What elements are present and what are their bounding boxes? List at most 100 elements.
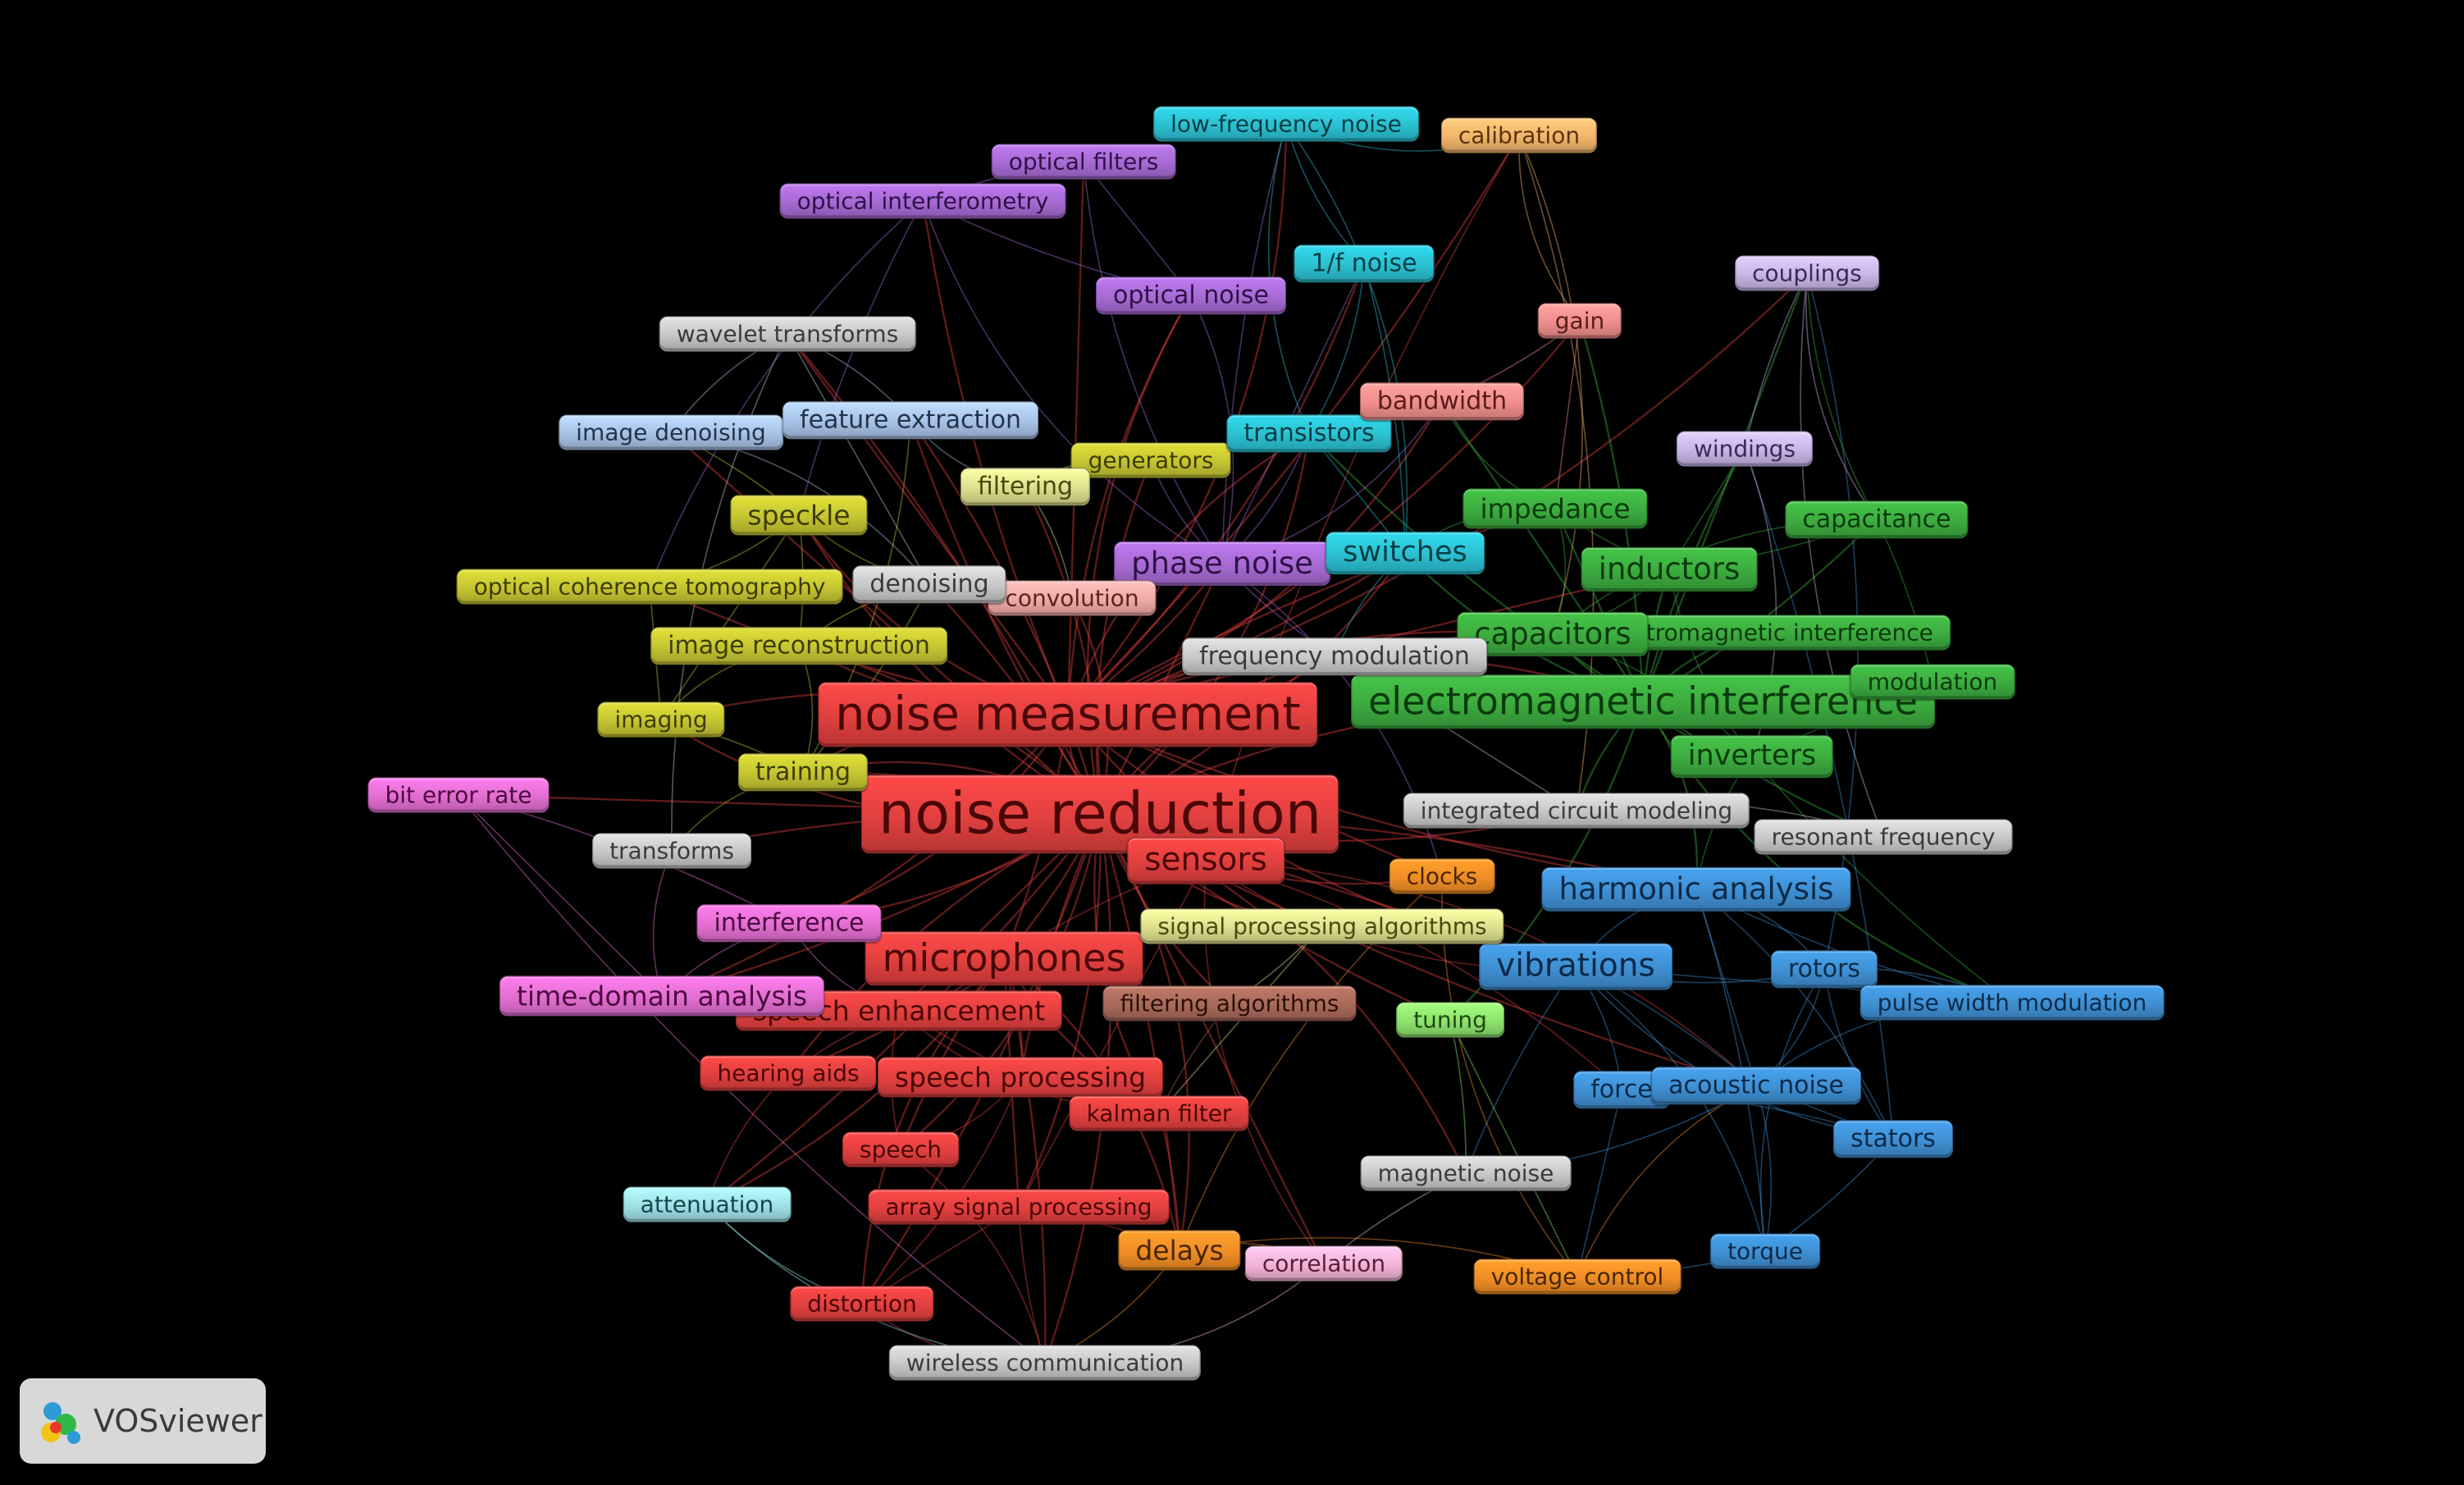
node-filtering[interactable]: filtering: [960, 468, 1091, 505]
link-couplings-windings: [1744, 272, 1808, 450]
node-transforms[interactable]: transforms: [592, 833, 751, 869]
node-tuning[interactable]: tuning: [1396, 1002, 1504, 1038]
node-hearing-aids[interactable]: hearing aids: [700, 1055, 877, 1091]
node-image-reconstruction[interactable]: image reconstruction: [650, 627, 947, 665]
node-interference[interactable]: interference: [696, 904, 882, 942]
link-bit-error-rate-wireless-communication: [458, 794, 1046, 1364]
node-capacitance[interactable]: capacitance: [1785, 500, 1969, 538]
link-electromagnetic-interference-bandwidth: [1441, 400, 1644, 702]
link-gain-impedance: [1554, 320, 1581, 509]
node-transistors[interactable]: transistors: [1226, 414, 1392, 452]
node-impedance[interactable]: impedance: [1462, 488, 1648, 529]
link-inverters-pulse-width-modulation: [1751, 756, 2013, 1003]
node-low-frequency-noise[interactable]: low-frequency noise: [1153, 106, 1419, 142]
link-optical-interferometry-optical-coherence-tomography: [649, 200, 924, 587]
link-noise-reduction-filtering: [1024, 486, 1102, 815]
node-phase-noise[interactable]: phase noise: [1114, 541, 1330, 587]
node-time-domain-analysis[interactable]: time-domain analysis: [499, 976, 825, 1017]
link-optical-interferometry-speckle: [798, 200, 924, 516]
link-rotors-torque: [1759, 968, 1825, 1252]
node-noise-measurement[interactable]: noise measurement: [818, 682, 1318, 747]
link-training-denoising: [802, 583, 930, 773]
node-inductors[interactable]: inductors: [1581, 546, 1758, 592]
node-windings[interactable]: windings: [1676, 431, 1814, 467]
link-noise-measurement-wavelet-transforms: [787, 333, 1069, 715]
node-microphones[interactable]: microphones: [865, 931, 1143, 985]
node-wavelet-transforms[interactable]: wavelet transforms: [659, 316, 916, 352]
node-signal-processing-algorithms[interactable]: signal processing algorithms: [1140, 908, 1504, 944]
node-couplings[interactable]: couplings: [1735, 255, 1879, 291]
node-distortion[interactable]: distortion: [790, 1286, 934, 1322]
node-filtering-algorithms[interactable]: filtering algorithms: [1102, 985, 1357, 1021]
node-kalman-filter[interactable]: kalman filter: [1069, 1095, 1249, 1131]
link-noise-reduction-array-signal-processing: [1017, 813, 1102, 1208]
node-modulation[interactable]: modulation: [1850, 664, 2015, 700]
link-phase-noise-optical-interferometry: [922, 200, 1223, 564]
link-harmonic-analysis-acoustic-noise: [1695, 889, 1757, 1086]
link-couplings-resonant-frequency: [1800, 272, 1884, 838]
vosviewer-logo-icon: [41, 1402, 80, 1444]
link-array-signal-processing-wireless-communication: [1018, 1206, 1046, 1364]
node-training[interactable]: training: [737, 753, 869, 791]
node-rotors[interactable]: rotors: [1770, 950, 1878, 988]
node-harmonic-analysis[interactable]: harmonic analysis: [1541, 866, 1851, 912]
link-noise-reduction-generators: [1095, 459, 1152, 815]
link-noise-measurement-impedance: [1067, 507, 1556, 716]
node-feature-extraction[interactable]: feature extraction: [783, 401, 1038, 439]
node-generators[interactable]: generators: [1070, 442, 1231, 478]
node-attenuation[interactable]: attenuation: [623, 1186, 792, 1222]
link-vibrations-magnetic-noise: [1465, 966, 1577, 1174]
node-1f-noise[interactable]: 1/f noise: [1294, 244, 1435, 282]
node-magnetic-noise[interactable]: magnetic noise: [1360, 1155, 1572, 1191]
node-wireless-communication[interactable]: wireless communication: [888, 1345, 1202, 1381]
link-capacitance-modulation: [1876, 519, 1933, 683]
node-delays[interactable]: delays: [1118, 1230, 1241, 1271]
node-bandwidth[interactable]: bandwidth: [1359, 382, 1525, 420]
link-phase-noise-1f-noise: [1221, 263, 1365, 564]
node-pulse-width-modulation[interactable]: pulse width modulation: [1859, 985, 2165, 1021]
node-optical-coherence-tomography[interactable]: optical coherence tomography: [456, 569, 843, 605]
link-tuning-voltage-control: [1449, 1019, 1578, 1277]
node-optical-noise[interactable]: optical noise: [1095, 276, 1287, 314]
node-vibrations[interactable]: vibrations: [1479, 943, 1672, 990]
node-bit-error-rate[interactable]: bit error rate: [367, 777, 550, 813]
link-noise-reduction-feature-extraction: [909, 419, 1102, 815]
node-resonant-frequency[interactable]: resonant frequency: [1754, 819, 2013, 855]
node-capacitors[interactable]: capacitors: [1457, 611, 1649, 657]
node-correlation[interactable]: correlation: [1244, 1245, 1403, 1282]
node-voltage-control[interactable]: voltage control: [1473, 1259, 1681, 1295]
node-electromagnetic-interference-2[interactable]: electromagnetic interference: [1581, 615, 1951, 651]
node-optical-filters[interactable]: optical filters: [991, 144, 1176, 180]
node-torque[interactable]: torque: [1710, 1233, 1820, 1269]
vosviewer-badge[interactable]: VOSviewer: [20, 1378, 266, 1464]
link-calibration-capacitors: [1518, 135, 1583, 635]
node-switches[interactable]: switches: [1326, 532, 1485, 574]
node-imaging[interactable]: imaging: [597, 701, 725, 738]
node-calibration[interactable]: calibration: [1440, 117, 1598, 153]
node-frequency-modulation[interactable]: frequency modulation: [1182, 637, 1487, 675]
node-speckle[interactable]: speckle: [730, 495, 868, 536]
node-speech-processing[interactable]: speech processing: [877, 1057, 1164, 1098]
node-speech[interactable]: speech: [842, 1131, 959, 1167]
link-phase-noise-optical-filters: [1083, 161, 1223, 564]
link-force-voltage-control: [1577, 1089, 1622, 1277]
node-electromagnetic-interference[interactable]: electromagnetic interference: [1351, 674, 1935, 729]
node-sensors[interactable]: sensors: [1127, 837, 1284, 884]
link-torque-acoustic-noise: [1755, 1085, 1773, 1252]
node-image-denoising[interactable]: image denoising: [559, 414, 783, 450]
node-array-signal-processing[interactable]: array signal processing: [868, 1189, 1170, 1225]
node-stators[interactable]: stators: [1833, 1120, 1953, 1158]
link-harmonic-analysis-stators: [1695, 889, 1894, 1140]
link-1f-noise-transistors: [1308, 263, 1365, 434]
link-phase-noise-low-frequency-noise: [1221, 123, 1287, 564]
node-gain[interactable]: gain: [1537, 303, 1622, 339]
node-inverters[interactable]: inverters: [1670, 735, 1834, 778]
node-convolution[interactable]: convolution: [988, 580, 1157, 616]
link-tuning-magnetic-noise: [1449, 1019, 1467, 1174]
node-clocks[interactable]: clocks: [1389, 858, 1495, 894]
node-integrated-circuit-modeling[interactable]: integrated circuit modeling: [1403, 793, 1750, 829]
node-optical-interferometry[interactable]: optical interferometry: [779, 183, 1066, 219]
node-acoustic-noise[interactable]: acoustic noise: [1651, 1067, 1861, 1104]
link-noise-measurement-feature-extraction: [910, 419, 1070, 715]
node-denoising[interactable]: denoising: [852, 565, 1006, 603]
